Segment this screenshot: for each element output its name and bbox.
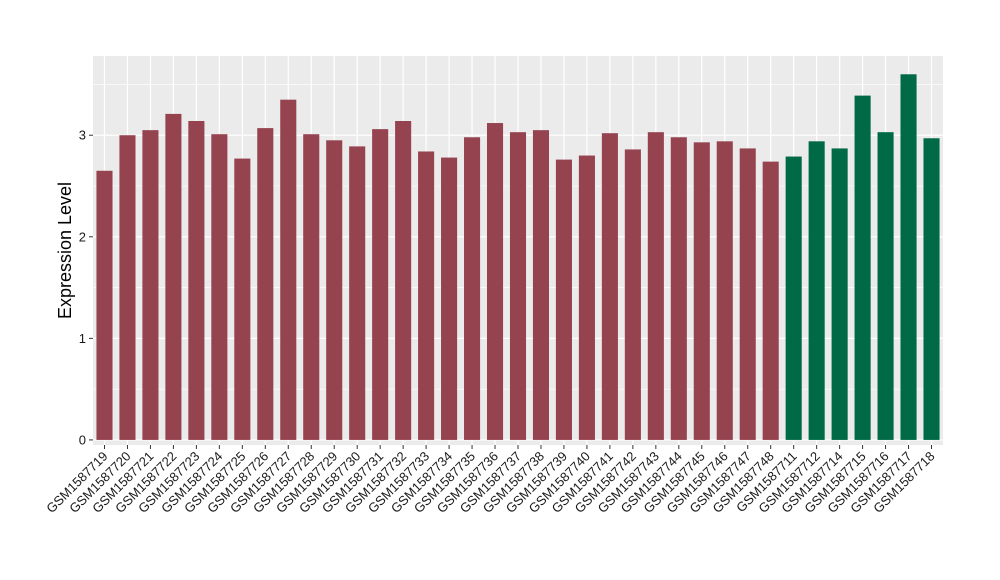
bar-GSM1587747	[739, 148, 756, 440]
y-axis: 0 1 2 3	[79, 128, 93, 447]
bar-GSM1587729	[326, 140, 343, 440]
bar-GSM1587737	[509, 132, 527, 440]
bar-GSM1587727	[280, 99, 297, 440]
bar-GSM1587741	[601, 133, 618, 440]
y-tick-label: 3	[79, 128, 86, 143]
x-axis: GSM1587719GSM1587720GSM1587721GSM1587722…	[43, 445, 938, 516]
bar-GSM1587712	[808, 141, 825, 440]
bar-GSM1587725	[234, 158, 251, 440]
bar-GSM1587722	[165, 113, 182, 440]
bar-GSM1587734	[441, 157, 458, 440]
bar-GSM1587732	[395, 121, 412, 440]
y-tick-label: 0	[79, 432, 86, 447]
bar-GSM1587715	[854, 95, 871, 440]
y-tick-label: 1	[79, 331, 86, 346]
bar-GSM1587726	[257, 128, 274, 440]
bar-GSM1587721	[142, 130, 159, 440]
bar-GSM1587720	[119, 135, 136, 440]
bar-GSM1587728	[303, 134, 320, 440]
bar-GSM1587736	[486, 123, 504, 440]
bar-GSM1587748	[762, 161, 779, 440]
bar-GSM1587719	[96, 170, 113, 440]
bar-GSM1587743	[647, 132, 664, 440]
bar-GSM1587724	[211, 134, 228, 440]
bar-GSM1587740	[578, 155, 595, 440]
bars	[96, 74, 940, 440]
bar-GSM1587738	[532, 130, 550, 440]
y-tick-label: 2	[79, 229, 86, 244]
bar-GSM1587723	[188, 121, 205, 440]
bar-GSM1587730	[349, 146, 366, 440]
bar-GSM1587733	[418, 151, 435, 440]
bar-GSM1587716	[877, 132, 894, 440]
y-axis-title: Expression Level	[55, 182, 75, 319]
bar-GSM1587731	[372, 129, 389, 440]
bar-GSM1587744	[670, 137, 687, 440]
bar-GSM1587735	[464, 137, 481, 440]
bar-GSM1587745	[693, 142, 710, 440]
bar-GSM1587717	[900, 74, 917, 440]
bar-GSM1587718	[923, 138, 940, 440]
bar-GSM1587742	[624, 149, 641, 440]
bar-GSM1587711	[785, 156, 802, 440]
bar-GSM1587739	[555, 159, 572, 440]
bar-GSM1587714	[831, 148, 848, 440]
bar-GSM1587746	[716, 141, 733, 440]
